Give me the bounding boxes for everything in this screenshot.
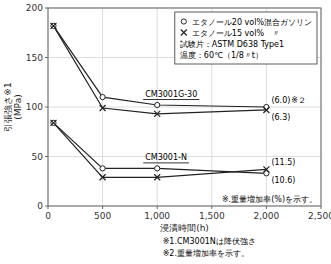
chart-container: 0 500 1,000 1,500 2,000 2,500 0 50 100 150 200 浸漬時間… (0, 0, 331, 264)
x-tick-label: 2,500 (308, 211, 331, 221)
point (154, 111, 160, 117)
chart: 0 500 1,000 1,500 2,000 2,500 0 50 100 150 200 浸漬時間… (0, 0, 331, 264)
legend-box (175, 12, 317, 64)
legend-label: エタノール20 vol%混合ガソリン (192, 18, 312, 27)
point (155, 166, 160, 171)
y-tick-label: 200 (26, 3, 43, 13)
point (154, 174, 160, 180)
point (100, 95, 105, 100)
plot-frame (48, 8, 321, 206)
x-tick-label: 0 (45, 211, 51, 221)
group-label: CM3001-N (145, 153, 187, 162)
y-axis-label-line: (MPa) (13, 94, 23, 119)
annotations: CM3001G-30 CM3001-N (6.0) (6.3) (11.5) (10.6)… (143, 90, 317, 204)
legend-note: 温度：60℃（1/8〃t） (180, 51, 263, 60)
value-annotation: (6.3) (271, 113, 290, 122)
value-annotation: (6.0) (271, 96, 290, 105)
point (263, 107, 269, 113)
value-annotation: (10.6) (271, 176, 295, 185)
y-tick-label: 50 (32, 152, 44, 162)
x-axis-label: 浸漬時間(h) (160, 223, 209, 233)
y-tick-label: 0 (37, 201, 43, 211)
axes: 0 500 1,000 1,500 2,000 2,500 0 50 100 150 200 (26, 3, 331, 221)
point (155, 102, 160, 107)
group-label-underline (143, 99, 199, 100)
legend-label: エタノール15 vol% 〃 (192, 29, 280, 38)
series-line (53, 123, 266, 173)
plot-note: ※.重量増加率(%)を示す。 (222, 195, 317, 204)
y-axis-label-line: 引張強さ※1 (3, 82, 13, 131)
point (50, 120, 56, 126)
legend: エタノール20 vol%混合ガソリンエタノール15 vol% 〃試験片：ASTM… (175, 12, 317, 64)
legend-note: 試験片：ASTM D638 Type1 (180, 40, 284, 49)
value-annotation: (11.5) (271, 158, 295, 167)
group-label: CM3001G-30 (145, 90, 197, 99)
y-axis-label: 引張強さ※1(MPa) (3, 82, 23, 131)
footnote: ※2.重量増加率を示す。 (163, 249, 249, 258)
legend-marker (181, 30, 187, 36)
point (100, 105, 106, 111)
y-tick-label: 150 (26, 53, 43, 63)
legend-marker (181, 19, 186, 24)
x-tick-label: 500 (94, 211, 111, 221)
point (50, 23, 56, 29)
grid (48, 8, 321, 206)
x-tick-label: 1,500 (199, 211, 225, 221)
series-line (53, 123, 266, 177)
x-tick-label: 1,000 (144, 211, 170, 221)
point (100, 174, 106, 180)
point (51, 23, 56, 28)
y-tick-label: 100 (26, 102, 43, 112)
value-annotation: ※２ (291, 96, 306, 105)
group-label-underline (143, 162, 189, 163)
point (51, 120, 56, 125)
footnote: ※1.CM3001Nは降伏強さ (163, 237, 256, 246)
point (263, 166, 269, 172)
y-grid-line (48, 107, 321, 108)
point (100, 166, 105, 171)
x-tick-label: 2,000 (254, 211, 280, 221)
